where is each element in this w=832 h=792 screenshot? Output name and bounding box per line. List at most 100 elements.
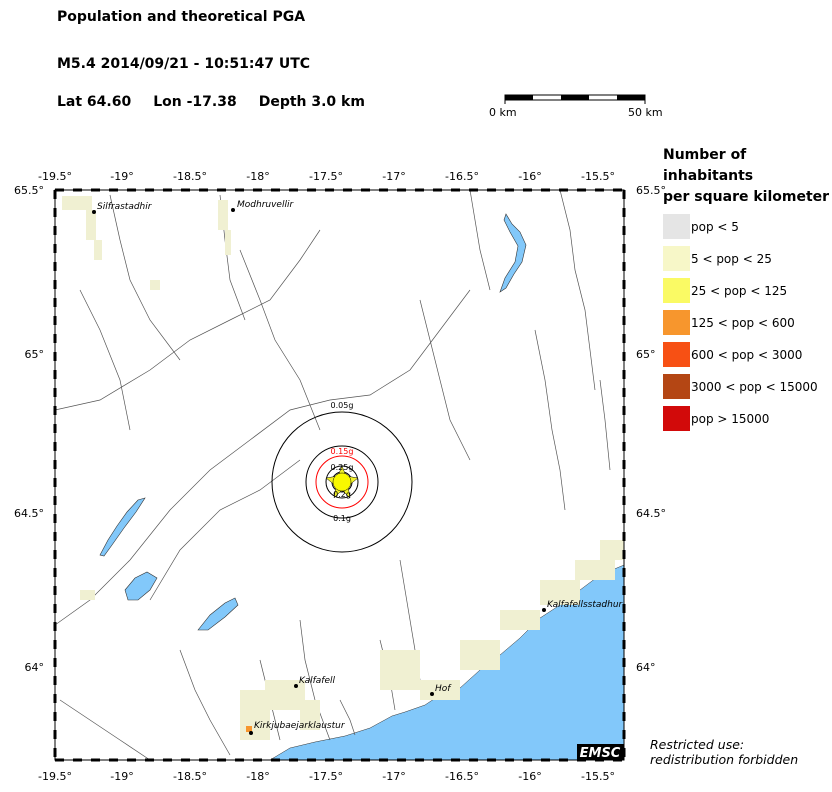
legend-label: 125 < pop < 600 <box>691 315 795 330</box>
lat-tick-label: 64.5° <box>636 507 666 520</box>
legend-label: 25 < pop < 125 <box>691 283 788 298</box>
city-marker <box>430 692 434 696</box>
pga-contour-01 <box>305 445 379 519</box>
lon-tick-label: -17.5° <box>309 770 343 783</box>
lon-ticks-top: -19.5° -19° -18.5° -18° -17.5° -17° -16.… <box>38 170 615 183</box>
legend-label: 600 < pop < 3000 <box>691 347 803 362</box>
legend-item: 25 < pop < 125 <box>663 278 787 303</box>
city-marker <box>231 208 235 212</box>
legend-item: 5 < pop < 25 <box>663 246 772 271</box>
lon-tick-label: -16° <box>518 770 541 783</box>
population-points <box>62 196 624 740</box>
city-label: Modhruvellir <box>237 200 294 210</box>
river-network <box>55 190 611 760</box>
scalebar-right-label: 50 km <box>628 106 663 119</box>
lon-tick-label: -18.5° <box>173 170 207 183</box>
city-label: Kalfafellsstadhur <box>547 600 624 610</box>
pga-label: 0.25g <box>331 463 354 472</box>
lon-tick-label: -15.5° <box>581 770 615 783</box>
legend-title-line: Number of inhabitants <box>663 147 754 184</box>
epicenter-marker <box>332 472 352 492</box>
lon-tick-label: -18° <box>246 770 269 783</box>
lon-tick-label: -17° <box>382 170 405 183</box>
lon-tick-label: -16.5° <box>445 170 479 183</box>
lon-tick-label: -15.5° <box>581 170 615 183</box>
population-hotspot <box>246 726 252 732</box>
map-frame <box>54 189 625 761</box>
city-marker <box>92 210 96 214</box>
lat-tick-label: 64° <box>25 661 45 674</box>
lon-tick-label: -19° <box>110 770 133 783</box>
pga-label: 0.2g <box>333 490 351 499</box>
legend-label: 5 < pop < 25 <box>691 251 772 266</box>
lat-tick-label: 65° <box>25 348 45 361</box>
scalebar-left-label: 0 km <box>489 106 517 119</box>
usage-notice-line: Restricted use: <box>650 737 745 752</box>
legend-item: 3000 < pop < 15000 <box>663 374 818 399</box>
lat-tick-label: 65.5° <box>636 184 666 197</box>
city-label: Silfrastadhir <box>97 202 153 212</box>
legend-swatch <box>663 214 690 239</box>
legend-label: pop > 15000 <box>691 411 770 426</box>
lon-tick-label: -19° <box>110 170 133 183</box>
pga-label: 0.1g <box>333 514 351 523</box>
latitude-value: Lat 64.60 <box>57 94 132 110</box>
legend-title: Number of inhabitants per square kilomet… <box>663 145 832 208</box>
lat-tick-label: 65° <box>636 348 656 361</box>
legend-item: 125 < pop < 600 <box>663 310 795 335</box>
river <box>99 497 146 557</box>
lon-tick-label: -16° <box>518 170 541 183</box>
lon-tick-label: -19.5° <box>38 770 72 783</box>
legend-label: pop < 5 <box>691 219 739 234</box>
scalebar <box>504 94 646 104</box>
lon-tick-label: -17° <box>382 770 405 783</box>
city-label: Kirkjubaejarklaustur <box>254 721 346 731</box>
emsc-logo: EMSC <box>577 744 624 761</box>
cities: Silfrastadhir Modhruvellir Kalfafell Kir… <box>92 200 624 735</box>
city-marker <box>542 608 546 612</box>
legend-swatch <box>663 342 690 367</box>
legend-item: pop > 15000 <box>663 406 769 431</box>
lat-ticks-left: 65.5° 65° 64.5° 64° <box>14 184 44 674</box>
legend-swatch <box>663 374 690 399</box>
lake <box>197 597 239 631</box>
pga-label: 0.05g <box>331 401 354 410</box>
svg-text:EMSC: EMSC <box>580 746 621 761</box>
event-info: M5.4 2014/09/21 - 10:51:47 UTC <box>57 56 311 72</box>
pga-contour-015 <box>315 455 369 509</box>
map-title: Population and theoretical PGA <box>57 9 306 25</box>
river <box>499 213 527 293</box>
depth-value: Depth 3.0 km <box>258 94 365 110</box>
lake <box>124 571 158 601</box>
legend-swatch <box>663 246 690 271</box>
legend-item: 600 < pop < 3000 <box>663 342 802 367</box>
lat-tick-label: 65.5° <box>14 184 44 197</box>
lon-tick-label: -18° <box>246 170 269 183</box>
lon-tick-label: -16.5° <box>445 770 479 783</box>
lat-ticks-right: 65.5° 65° 64.5° 64° <box>636 184 666 674</box>
lat-tick-label: 64.5° <box>14 507 44 520</box>
legend-swatch <box>663 278 690 303</box>
lon-tick-label: -18.5° <box>173 770 207 783</box>
longitude-value: Lon -17.38 <box>153 94 237 110</box>
legend-label: 3000 < pop < 15000 <box>691 379 818 394</box>
lat-tick-label: 64° <box>636 661 656 674</box>
usage-notice-line: redistribution forbidden <box>650 752 799 767</box>
legend-swatch <box>663 310 690 335</box>
frame-dashes <box>53 188 626 762</box>
city-label: Kalfafell <box>299 676 335 686</box>
lon-tick-label: -17.5° <box>309 170 343 183</box>
lon-tick-label: -19.5° <box>38 170 72 183</box>
city-label: Hof <box>435 684 452 694</box>
lon-ticks-bottom: -19.5° -19° -18.5° -18° -17.5° -17° -16.… <box>38 770 615 783</box>
legend-swatch <box>663 406 690 431</box>
pga-label: 0.15g <box>331 447 354 456</box>
pga-contour-005 <box>271 411 413 553</box>
legend-title-line: per square kilometer <box>663 189 830 205</box>
city-marker <box>294 684 298 688</box>
event-coordinates: Lat 64.60 Lon -17.38 Depth 3.0 km <box>57 94 387 110</box>
city-marker <box>249 731 253 735</box>
usage-notice: Restricted use: redistribution forbidden <box>650 737 798 767</box>
legend-item: pop < 5 <box>663 214 739 239</box>
